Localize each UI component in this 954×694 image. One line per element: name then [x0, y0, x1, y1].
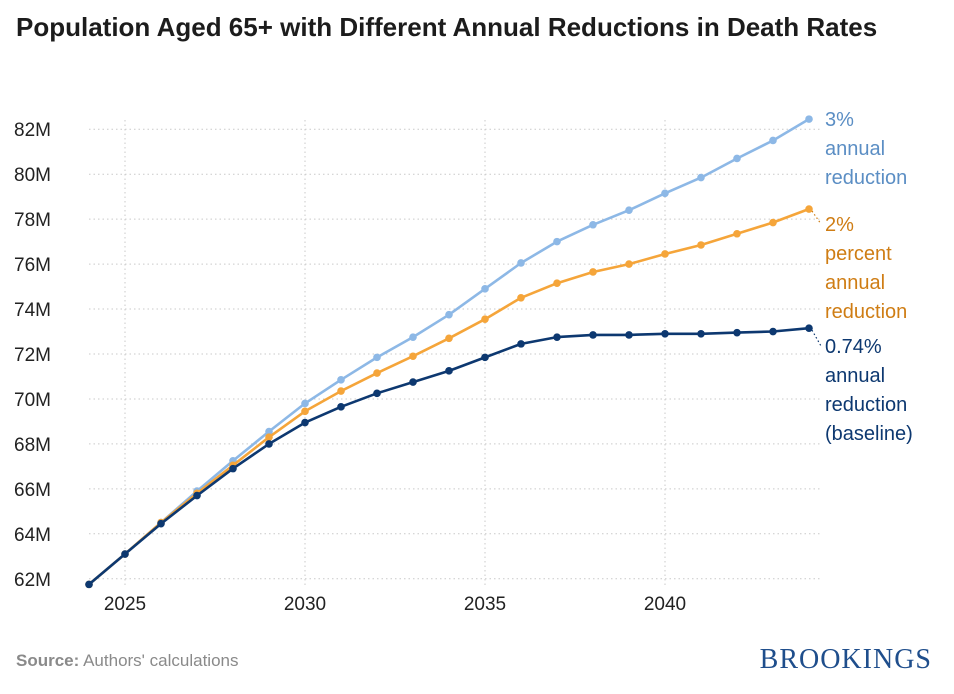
data-point-three-pct — [625, 206, 633, 214]
data-point-baseline — [409, 378, 417, 386]
data-point-two-pct — [481, 315, 489, 323]
y-tick-label: 66M — [14, 480, 51, 501]
data-point-two-pct — [589, 268, 597, 276]
data-point-three-pct — [337, 376, 345, 384]
x-tick-label: 2040 — [644, 594, 686, 615]
data-point-two-pct — [625, 260, 633, 268]
x-tick-label: 2035 — [464, 594, 506, 615]
data-point-baseline — [193, 491, 201, 500]
series-group — [85, 115, 813, 589]
data-point-three-pct — [265, 427, 273, 436]
data-point-two-pct — [661, 250, 669, 258]
y-tick-label: 64M — [14, 525, 51, 546]
data-point-three-pct — [301, 399, 309, 408]
data-point-baseline — [445, 367, 453, 375]
series-label-three-pct: 3% annual reduction — [825, 109, 907, 189]
data-point-two-pct — [409, 352, 417, 361]
data-point-baseline — [733, 328, 741, 337]
y-tick-label: 76M — [14, 255, 51, 276]
data-point-baseline — [697, 329, 705, 338]
data-point-three-pct — [517, 259, 525, 267]
data-point-three-pct — [769, 136, 777, 145]
data-point-three-pct — [661, 189, 669, 198]
data-point-baseline — [301, 418, 309, 427]
data-point-three-pct — [589, 220, 597, 229]
data-point-two-pct — [553, 279, 561, 288]
data-point-three-pct — [481, 285, 489, 293]
series-label-baseline: 0.74% annual reduction (baseline) — [825, 336, 913, 445]
data-point-two-pct — [733, 229, 741, 238]
data-point-two-pct — [517, 294, 525, 302]
data-point-baseline — [85, 580, 93, 589]
y-tick-label: 82M — [14, 120, 51, 141]
data-point-two-pct — [265, 433, 273, 441]
data-point-baseline — [121, 550, 129, 558]
series-line-two-pct — [88, 207, 810, 586]
data-point-two-pct — [445, 334, 453, 343]
data-point-baseline — [625, 331, 633, 339]
data-point-baseline — [661, 329, 669, 338]
y-tick-label: 80M — [14, 165, 51, 186]
label-leader-baseline — [811, 329, 822, 347]
data-point-three-pct — [373, 353, 381, 362]
x-tick-label: 2025 — [104, 594, 146, 615]
y-tick-label: 68M — [14, 435, 51, 456]
data-point-baseline — [553, 333, 561, 341]
series-labels: 3% annual reduction 2% percent annual reductio… — [811, 109, 913, 445]
source-label: Source: — [16, 651, 80, 670]
data-point-baseline — [769, 327, 777, 336]
data-point-three-pct — [445, 310, 453, 319]
series-line-baseline — [88, 326, 810, 586]
data-point-baseline — [373, 389, 381, 398]
x-axis: 2025 2030 2035 2040 — [104, 594, 686, 615]
data-point-two-pct — [769, 218, 777, 227]
data-point-three-pct — [805, 115, 813, 123]
data-point-baseline — [805, 324, 813, 332]
data-point-baseline — [229, 464, 237, 473]
data-point-three-pct — [553, 237, 561, 246]
data-point-baseline — [517, 340, 525, 348]
data-point-three-pct — [733, 154, 741, 163]
y-tick-label: 62M — [14, 570, 51, 591]
data-point-two-pct — [373, 369, 381, 377]
series-label-two-pct: 2% percent annual reduction — [825, 214, 907, 323]
data-point-baseline — [157, 519, 165, 528]
data-point-baseline — [481, 353, 489, 362]
y-tick-label: 70M — [14, 390, 51, 411]
data-point-two-pct — [697, 241, 705, 249]
data-point-two-pct — [805, 205, 813, 213]
y-tick-label: 78M — [14, 210, 51, 231]
y-tick-label: 74M — [14, 300, 51, 321]
data-point-three-pct — [409, 333, 417, 341]
brookings-logo: BROOKINGS — [759, 644, 932, 675]
series-line-three-pct — [88, 117, 810, 586]
label-leader-two-pct — [811, 210, 822, 225]
data-point-two-pct — [337, 387, 345, 395]
data-point-two-pct — [301, 407, 309, 416]
y-axis: 62M 64M 66M 68M 70M 72M 74M 76M 78M 80M 82M — [14, 120, 51, 591]
source-note: Source: Authors' calculations — [16, 651, 238, 671]
source-text: Authors' calculations — [83, 651, 239, 670]
data-point-baseline — [265, 440, 273, 448]
data-point-baseline — [337, 403, 345, 411]
x-tick-label: 2030 — [284, 594, 326, 615]
data-point-baseline — [589, 331, 597, 339]
y-tick-label: 72M — [14, 345, 51, 366]
grid — [89, 120, 822, 588]
chart-title: Population Aged 65+ with Different Annua… — [16, 12, 878, 42]
data-point-three-pct — [697, 173, 705, 182]
